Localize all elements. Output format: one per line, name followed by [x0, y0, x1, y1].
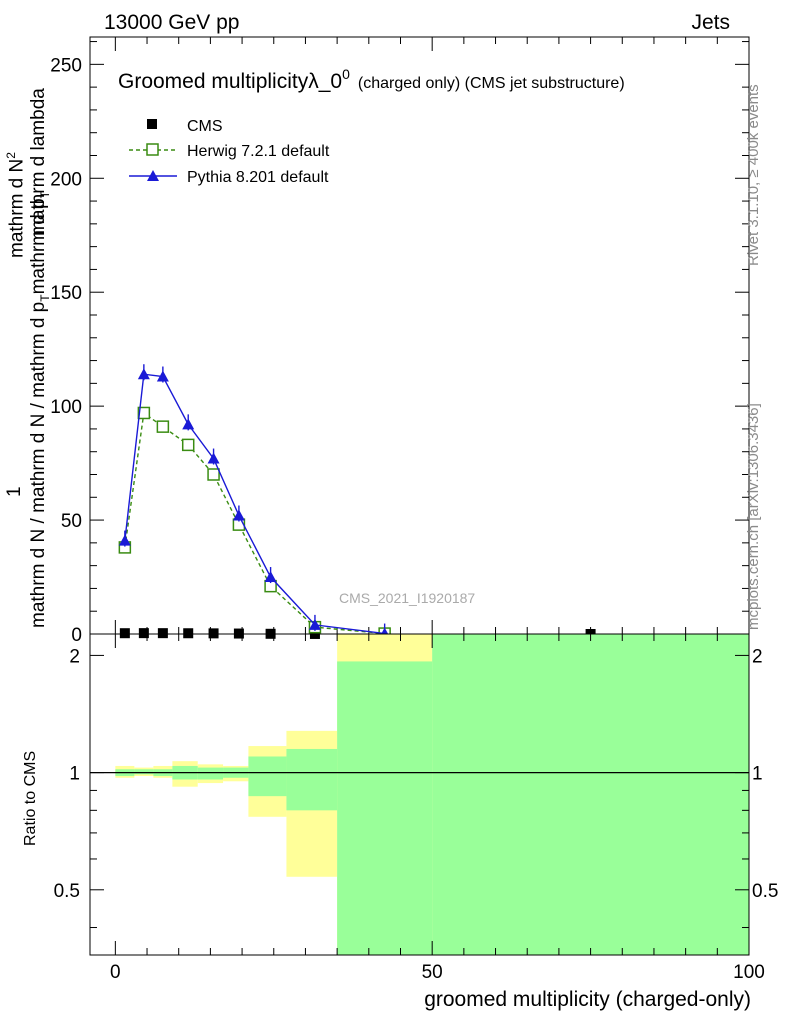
- legend: CMS Herwig 7.2.1 default Pythia 8.201 de…: [129, 118, 330, 186]
- y-tick-label: 200: [50, 169, 82, 190]
- ratio-band-green-7: [286, 748, 338, 811]
- legend-marker-cms: [147, 119, 157, 129]
- ratio-y-tick-label: 0.5: [54, 881, 80, 902]
- ratio-band-green-8: [337, 661, 433, 955]
- x-axis-label: groomed multiplicity (charged-only): [424, 988, 751, 1011]
- pythia-point: [137, 368, 150, 380]
- y-axis-label-sub: T: [37, 294, 52, 302]
- y-axis-label-den-text: mathrm d N / mathrm d N / mathrm d p: [28, 301, 49, 628]
- herwig-point: [156, 420, 170, 433]
- ratio-y-tick-label-right: 2: [752, 646, 763, 667]
- y-tick-label: 50: [61, 511, 82, 532]
- legend-label-herwig: Herwig 7.2.1 default: [187, 143, 330, 160]
- y-tick-label: 100: [50, 397, 82, 418]
- y-axis-label-top: mathrm d N2: [4, 152, 28, 258]
- y-axis-label-num: 1: [4, 486, 26, 497]
- pythia-point: [182, 418, 195, 430]
- legend-item-pythia: Pythia 8.201 default: [129, 169, 329, 186]
- mcplots-label: mcplots.cern.ch [arXiv:1306.3436]: [745, 403, 762, 630]
- ratio-y-axis-label: Ratio to CMS: [22, 751, 40, 846]
- header-right: Jets: [691, 11, 730, 34]
- rivet-label-text: Rivet 3.1.10, ≥ 400k events: [745, 84, 762, 266]
- pythia-point: [232, 509, 245, 521]
- cms-point: [208, 628, 219, 639]
- pythia-point: [308, 618, 321, 630]
- herwig-point: [137, 406, 151, 420]
- ratio-frame: [89, 633, 750, 956]
- header-left: 13000 GeV pp: [104, 11, 239, 34]
- ratio-y-tick-label-right: 1: [752, 764, 763, 785]
- x-tick-label: 50: [422, 962, 443, 983]
- y-tick-label: 150: [50, 283, 82, 304]
- ratio-band-green-1: [134, 769, 154, 775]
- y-axis-label-top-text: mathrm d N: [6, 158, 28, 258]
- watermark: CMS_2021_I1920187: [339, 590, 475, 606]
- y-tick-label: 0: [71, 625, 82, 646]
- legend-marker-pythia: [147, 170, 159, 181]
- chart-title-main: Groomed multiplicityλ_0: [118, 70, 342, 93]
- x-tick-label: 0: [110, 962, 121, 983]
- y-tick-label: 250: [50, 55, 82, 76]
- legend-item-herwig: Herwig 7.2.1 default: [129, 143, 330, 160]
- rivet-label: Rivet 3.1.10, ≥ 400k events: [745, 84, 762, 266]
- cms-point: [157, 628, 168, 639]
- y-axis-label-top-sup: 2: [4, 152, 18, 159]
- x-tick-label: 100: [733, 962, 765, 983]
- ratio-y-tick-label: 2: [69, 646, 80, 667]
- ratio-y-tick-label-right: 0.5: [752, 881, 778, 902]
- ratio-band-green-4: [197, 767, 224, 780]
- pythia-point: [264, 571, 277, 583]
- legend-label-pythia: Pythia 8.201 default: [187, 169, 329, 186]
- legend-marker-herwig: [146, 143, 159, 156]
- ratio-y-axis-label-text: Ratio to CMS: [22, 750, 39, 846]
- ratio-y-tick-label: 1: [69, 764, 80, 785]
- chart-title-sup: 0: [342, 66, 350, 82]
- y-axis-label-den: mathrm d N / mathrm d N / mathrm d pTmat…: [28, 191, 52, 628]
- ratio-axes: 0.5 0.5 1 1 2 2 0 50 100: [54, 633, 778, 983]
- mcplots-label-text: mcplots.cern.ch [arXiv:1306.3436]: [745, 403, 762, 630]
- cms-point: [183, 628, 194, 639]
- pythia-point: [207, 452, 220, 464]
- chart-title-suffix: (charged only) (CMS jet substructure): [358, 75, 625, 92]
- pythia-point: [156, 370, 169, 382]
- cms-point: [119, 628, 130, 639]
- ratio-band-green-6: [248, 756, 287, 797]
- y-axis-label-extra: mathrm d lambda: [28, 88, 50, 236]
- y-axis-label-extra-text: mathrm d lambda: [28, 88, 49, 236]
- legend-item-cms: CMS: [147, 118, 223, 135]
- cms-point: [138, 628, 149, 639]
- ratio-bands: [115, 634, 749, 955]
- y-axis-label-num-text: 1: [4, 486, 25, 497]
- chart-title: Groomed multiplicityλ_00 (charged only) (…: [118, 66, 625, 93]
- herwig-point: [207, 468, 220, 481]
- series-line-1: [124, 411, 385, 635]
- herwig-point: [181, 438, 195, 452]
- legend-label-cms: CMS: [187, 118, 223, 135]
- pythia-point: [118, 534, 131, 546]
- ratio-band-green-9: [432, 634, 749, 955]
